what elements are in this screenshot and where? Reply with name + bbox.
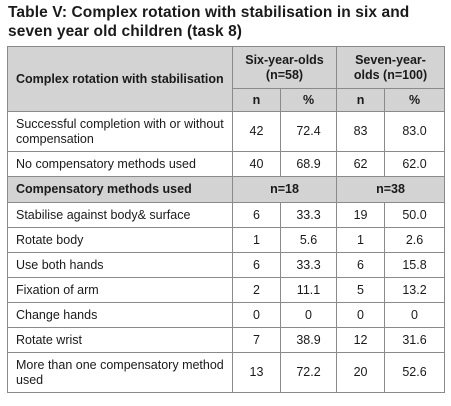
table-row: Successful completion with or without co… bbox=[7, 111, 446, 152]
header-row: Complex rotation with stabilisation Six-… bbox=[7, 46, 446, 112]
six-pct-cell: 5.6 bbox=[279, 227, 338, 253]
six-n-cell: 40 bbox=[232, 151, 281, 177]
six-n-cell: 42 bbox=[232, 111, 281, 152]
six-pct-cell: 11.1 bbox=[279, 277, 338, 303]
table-row: More than one compensatory method used 13… bbox=[7, 352, 446, 393]
row-label: Successful completion with or without co… bbox=[7, 111, 233, 152]
six-pct-cell: 38.9 bbox=[279, 327, 338, 353]
seven-pct-cell: 62.0 bbox=[384, 151, 446, 177]
six-year-olds-count: (n=58) bbox=[265, 67, 304, 82]
seven-pct-cell: 13.2 bbox=[384, 277, 446, 303]
six-pct-cell: 33.3 bbox=[279, 202, 338, 228]
seven-pct-cell: 15.8 bbox=[384, 252, 446, 278]
six-n-cell: 2 bbox=[232, 277, 281, 303]
row-label-header: Complex rotation with stabilisation bbox=[7, 46, 233, 112]
seven-n-cell: 20 bbox=[336, 352, 386, 393]
section-count-seven: n=38 bbox=[336, 176, 446, 203]
six-pct-cell: 68.9 bbox=[279, 151, 338, 177]
row-label: No compensatory methods used bbox=[7, 151, 233, 177]
pct-header-seven: % bbox=[384, 88, 446, 112]
seven-n-cell: 6 bbox=[336, 252, 386, 278]
six-year-olds-header: Six-year-olds (n=58) bbox=[231, 46, 338, 89]
seven-pct-cell: 2.6 bbox=[384, 227, 446, 253]
n-header-seven: n bbox=[336, 88, 386, 112]
seven-n-cell: 62 bbox=[336, 151, 386, 177]
n-header-six: n bbox=[232, 88, 281, 112]
six-pct-cell: 0 bbox=[279, 302, 338, 328]
table-row: Use both hands 6 33.3 6 15.8 bbox=[7, 252, 446, 278]
seven-year-olds-title: Seven-year- bbox=[355, 52, 426, 67]
row-label: Rotate body bbox=[7, 227, 233, 253]
caption-line-2: seven year old children (task 8) bbox=[8, 23, 243, 40]
results-table: Complex rotation with stabilisation Six-… bbox=[7, 46, 446, 393]
row-label: Use both hands bbox=[7, 252, 233, 278]
table-row: Rotate wrist 7 38.9 12 31.6 bbox=[7, 327, 446, 353]
seven-n-cell: 19 bbox=[336, 202, 386, 228]
seven-year-olds-header: Seven-year- olds (n=100) bbox=[336, 46, 446, 89]
table-row: Rotate body 1 5.6 1 2.6 bbox=[7, 227, 446, 253]
seven-n-cell: 0 bbox=[336, 302, 386, 328]
table-row: Fixation of arm 2 11.1 5 13.2 bbox=[7, 277, 446, 303]
seven-pct-cell: 52.6 bbox=[384, 352, 446, 393]
row-label: More than one compensatory method used bbox=[7, 352, 233, 393]
table-caption: Table V: Complex rotation with stabilisa… bbox=[8, 3, 444, 41]
six-pct-cell: 72.2 bbox=[279, 352, 338, 393]
seven-pct-cell: 31.6 bbox=[384, 327, 446, 353]
six-n-cell: 1 bbox=[232, 227, 281, 253]
table-row: Change hands 0 0 0 0 bbox=[7, 302, 446, 328]
section-label: Compensatory methods used bbox=[7, 176, 233, 203]
seven-pct-cell: 83.0 bbox=[384, 111, 446, 152]
seven-n-cell: 5 bbox=[336, 277, 386, 303]
seven-n-cell: 12 bbox=[336, 327, 386, 353]
pct-header-six: % bbox=[279, 88, 338, 112]
six-pct-cell: 33.3 bbox=[279, 252, 338, 278]
row-label: Rotate wrist bbox=[7, 327, 233, 353]
seven-pct-cell: 0 bbox=[384, 302, 446, 328]
row-label: Change hands bbox=[7, 302, 233, 328]
six-pct-cell: 72.4 bbox=[279, 111, 338, 152]
row-label: Stabilise against body& surface bbox=[7, 202, 233, 228]
row-label: Fixation of arm bbox=[7, 277, 233, 303]
caption-line-1: Table V: Complex rotation with stabilisa… bbox=[8, 4, 410, 21]
six-n-cell: 0 bbox=[232, 302, 281, 328]
seven-n-cell: 1 bbox=[336, 227, 386, 253]
six-year-olds-title: Six-year-olds bbox=[245, 52, 324, 67]
six-n-cell: 13 bbox=[232, 352, 281, 393]
six-n-cell: 6 bbox=[232, 202, 281, 228]
seven-pct-cell: 50.0 bbox=[384, 202, 446, 228]
seven-n-cell: 83 bbox=[336, 111, 386, 152]
six-n-cell: 6 bbox=[232, 252, 281, 278]
section-row: Compensatory methods used n=18 n=38 bbox=[7, 176, 446, 203]
seven-year-olds-count: olds (n=100) bbox=[353, 67, 428, 82]
section-count-six: n=18 bbox=[231, 176, 338, 203]
six-n-cell: 7 bbox=[232, 327, 281, 353]
table-row: No compensatory methods used 40 68.9 62 62.0 bbox=[7, 151, 446, 177]
table-row: Stabilise against body& surface 6 33.3 19 50… bbox=[7, 202, 446, 228]
